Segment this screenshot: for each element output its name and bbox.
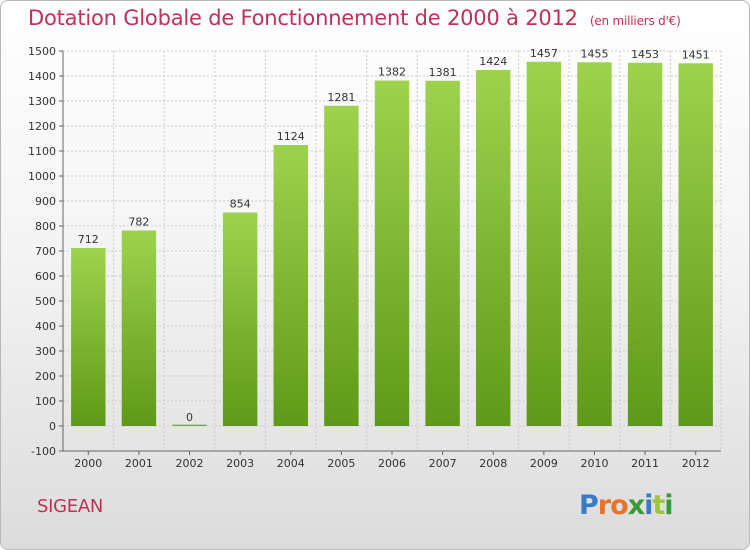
data-labels: 712 782 0 854 1124 1281 1382 1381 1424 1457 1455 14…: [78, 47, 710, 424]
chart-title: Dotation Globale de Fonctionnement de 20…: [28, 6, 681, 30]
x-tick-label: 2012: [682, 457, 710, 470]
x-tick-label: 2004: [277, 457, 305, 470]
data-label: 1424: [479, 55, 507, 68]
bar-2001: [121, 230, 157, 426]
bar-2012: [678, 63, 713, 426]
logo-letter: P: [579, 490, 599, 521]
bar-2006: [374, 80, 410, 426]
unit-label: (en milliers d'€): [589, 14, 681, 28]
y-tick-label: 500: [35, 295, 56, 308]
y-tick-label: 1000: [28, 170, 56, 183]
y-tick-label: 300: [35, 345, 56, 358]
y-tick-label: 100: [35, 395, 56, 408]
x-tick-label: 2006: [378, 457, 406, 470]
y-tick-label: 600: [35, 270, 56, 283]
data-label: 1451: [682, 48, 710, 61]
data-label: 1124: [277, 130, 305, 143]
commune-name: SIGEAN: [37, 496, 104, 517]
data-label: 1457: [530, 47, 558, 60]
bars: [71, 61, 713, 426]
y-tick-label: 0: [49, 420, 56, 433]
x-tick-label: 2002: [176, 457, 204, 470]
data-label: 712: [78, 233, 99, 246]
x-tick-label: 2009: [530, 457, 558, 470]
proxiti-logo: Proxiti: [579, 490, 674, 521]
y-tick-label: -100: [31, 445, 56, 458]
bar-2009: [526, 61, 562, 426]
x-tick-label: 2003: [226, 457, 254, 470]
data-label: 1381: [429, 66, 457, 79]
bar-2008: [476, 70, 511, 426]
data-label: 1453: [631, 48, 659, 61]
bar-2007: [425, 80, 460, 426]
x-tick-label: 2011: [631, 457, 659, 470]
data-label: 854: [230, 198, 251, 211]
data-label: 1455: [580, 47, 608, 60]
logo-letter: x: [627, 490, 645, 521]
x-tick-label: 2007: [429, 457, 457, 470]
bar-2003: [222, 212, 258, 426]
data-label: 1382: [378, 66, 406, 79]
y-tick-label: 900: [35, 195, 56, 208]
x-tick-label: 2001: [125, 457, 153, 470]
x-tick-label: 2008: [479, 457, 507, 470]
y-tick-label: 1400: [28, 70, 56, 83]
data-label: 1281: [327, 91, 355, 104]
x-tick-label: 2010: [580, 457, 608, 470]
y-tick-label: 800: [35, 220, 56, 233]
logo-letter: r: [597, 490, 611, 521]
data-label: 0: [186, 411, 193, 424]
bar-2010: [577, 62, 612, 426]
y-tick-label: 400: [35, 320, 56, 333]
logo-letter: i: [644, 490, 653, 521]
y-tick-label: 200: [35, 370, 56, 383]
x-tick-label: 2005: [327, 457, 355, 470]
y-tick-label: 700: [35, 245, 56, 258]
y-tick-label: 1100: [28, 145, 56, 158]
bar-2011: [627, 62, 663, 426]
bar-2005: [324, 105, 359, 426]
y-tick-label: 1500: [28, 45, 56, 58]
logo-letter: i: [664, 490, 673, 521]
data-label: 782: [128, 216, 149, 229]
y-tick-label: 1200: [28, 120, 56, 133]
y-tick-label: 1300: [28, 95, 56, 108]
bar-2000: [71, 248, 106, 426]
axes: -100 0 100 200 300 400 500 600 700 800 900 1000 1100…: [28, 45, 721, 470]
logo-letter: t: [652, 490, 665, 521]
logo-letter: o: [610, 490, 629, 521]
bar-2002: [172, 424, 207, 426]
chart-title-text: Dotation Globale de Fonctionnement de 20…: [28, 6, 578, 30]
bar-2004: [273, 145, 308, 426]
x-tick-label: 2000: [74, 457, 102, 470]
